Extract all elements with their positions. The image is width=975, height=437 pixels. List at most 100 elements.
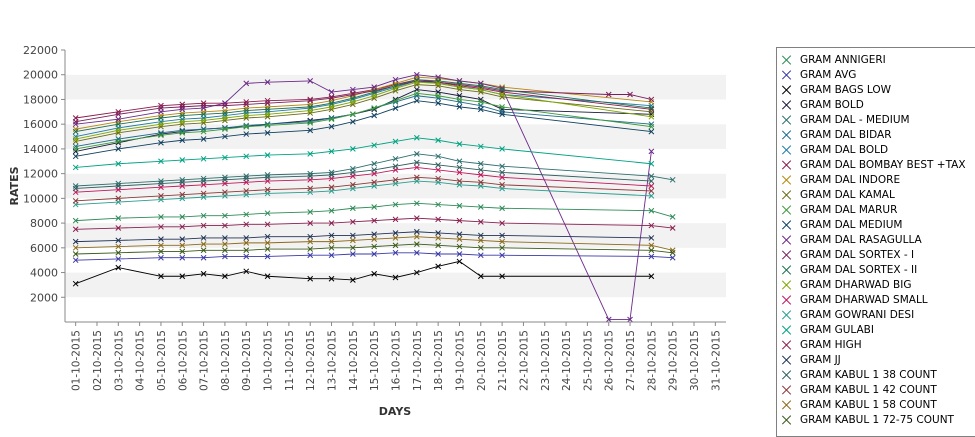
- data-point: [222, 189, 228, 196]
- data-point: [200, 105, 207, 111]
- data-point: [222, 115, 228, 121]
- data-point: [243, 123, 250, 130]
- data-point: [307, 110, 314, 116]
- data-point: [499, 238, 505, 245]
- series: [72, 76, 655, 135]
- data-point: [72, 146, 79, 152]
- data-point: [328, 116, 335, 123]
- legend-marker-icon: [782, 175, 792, 185]
- data-point: [179, 127, 186, 134]
- data-point: [648, 235, 655, 241]
- data-point: [648, 273, 655, 280]
- data-point: [158, 223, 164, 230]
- data-point: [264, 186, 271, 193]
- data-point: [413, 151, 420, 157]
- data-point: [669, 247, 676, 254]
- data-point: [72, 133, 79, 140]
- data-point: [179, 106, 186, 113]
- data-point: [499, 146, 505, 152]
- legend-marker-icon: [782, 190, 792, 200]
- data-point: [350, 244, 356, 251]
- x-tick-label: 19-10-2015: [454, 330, 466, 391]
- data-point: [350, 118, 356, 125]
- data-point: [350, 169, 356, 176]
- data-point: [456, 169, 463, 176]
- data-point: [392, 85, 399, 92]
- legend-marker-icon: [782, 370, 792, 380]
- y-tick-label: 20000: [23, 69, 58, 82]
- data-point: [222, 100, 228, 107]
- data-point: [627, 316, 633, 323]
- series: [72, 81, 655, 145]
- legend-marker-icon: [782, 250, 792, 260]
- data-point: [222, 110, 228, 116]
- series: [72, 92, 655, 150]
- data-point: [115, 136, 122, 142]
- x-tick-label: 20-10-2015: [476, 330, 488, 391]
- data-point: [435, 263, 441, 270]
- data-point: [477, 99, 484, 105]
- data-point: [648, 242, 655, 249]
- y-tick-label: 10000: [23, 192, 58, 205]
- x-tick-label: 22-10-2015: [518, 330, 530, 391]
- data-point: [307, 173, 314, 179]
- data-point: [72, 148, 79, 155]
- data-point: [179, 223, 186, 230]
- data-point: [307, 97, 314, 104]
- data-point: [179, 179, 186, 186]
- x-tick-label: 29-10-2015: [668, 330, 680, 391]
- data-point: [200, 178, 207, 184]
- data-point: [648, 247, 655, 254]
- legend-item: GRAM DAL - MEDIUM: [777, 112, 910, 127]
- y-tick-label: 12000: [23, 168, 58, 181]
- legend-label: GRAM JJ: [800, 353, 841, 366]
- legend-marker-icon: [782, 100, 792, 110]
- data-point: [200, 270, 207, 277]
- data-point: [392, 230, 399, 236]
- legend-label: GRAM HIGH: [800, 338, 862, 351]
- data-point: [200, 102, 207, 109]
- data-point: [222, 117, 228, 124]
- data-point: [200, 126, 207, 132]
- data-point: [435, 95, 441, 102]
- series-line: [75, 153, 673, 187]
- legend-item: GRAM DAL SORTEX - II: [777, 262, 917, 277]
- data-point: [222, 107, 228, 114]
- data-point: [179, 273, 186, 280]
- y-axis-label: RATES: [8, 166, 21, 205]
- data-point: [413, 71, 420, 78]
- data-point: [456, 96, 463, 103]
- data-point: [648, 207, 655, 214]
- data-point: [179, 236, 186, 243]
- data-point: [158, 139, 164, 146]
- data-point: [371, 217, 378, 224]
- legend-marker-icon: [782, 145, 792, 155]
- data-point: [435, 251, 441, 257]
- data-point: [328, 252, 335, 259]
- x-tick-label: 30-10-2015: [689, 330, 701, 391]
- legend-marker-icon: [782, 355, 792, 365]
- data-point: [499, 163, 505, 170]
- legend-label: GRAM KABUL 1 58 COUNT: [800, 398, 937, 411]
- data-point: [499, 252, 505, 259]
- data-point: [72, 238, 79, 245]
- legend-item: GRAM DAL SORTEX - I: [777, 247, 914, 262]
- legend-label: GRAM DAL MARUR: [800, 203, 898, 216]
- data-point: [158, 242, 164, 249]
- data-point: [72, 126, 79, 132]
- data-point: [115, 183, 122, 189]
- x-tick-label: 05-10-2015: [156, 330, 168, 391]
- grid-band: [65, 124, 726, 149]
- data-point: [264, 174, 271, 181]
- legend-marker-icon: [782, 325, 792, 335]
- data-point: [243, 240, 250, 246]
- data-point: [648, 188, 655, 194]
- x-tick-label: 01-10-2015: [71, 330, 83, 391]
- data-point: [115, 160, 122, 167]
- data-point: [669, 225, 676, 231]
- series: [72, 79, 655, 142]
- data-point: [158, 132, 164, 139]
- data-point: [328, 104, 335, 110]
- data-point: [413, 79, 420, 85]
- data-point: [328, 275, 335, 282]
